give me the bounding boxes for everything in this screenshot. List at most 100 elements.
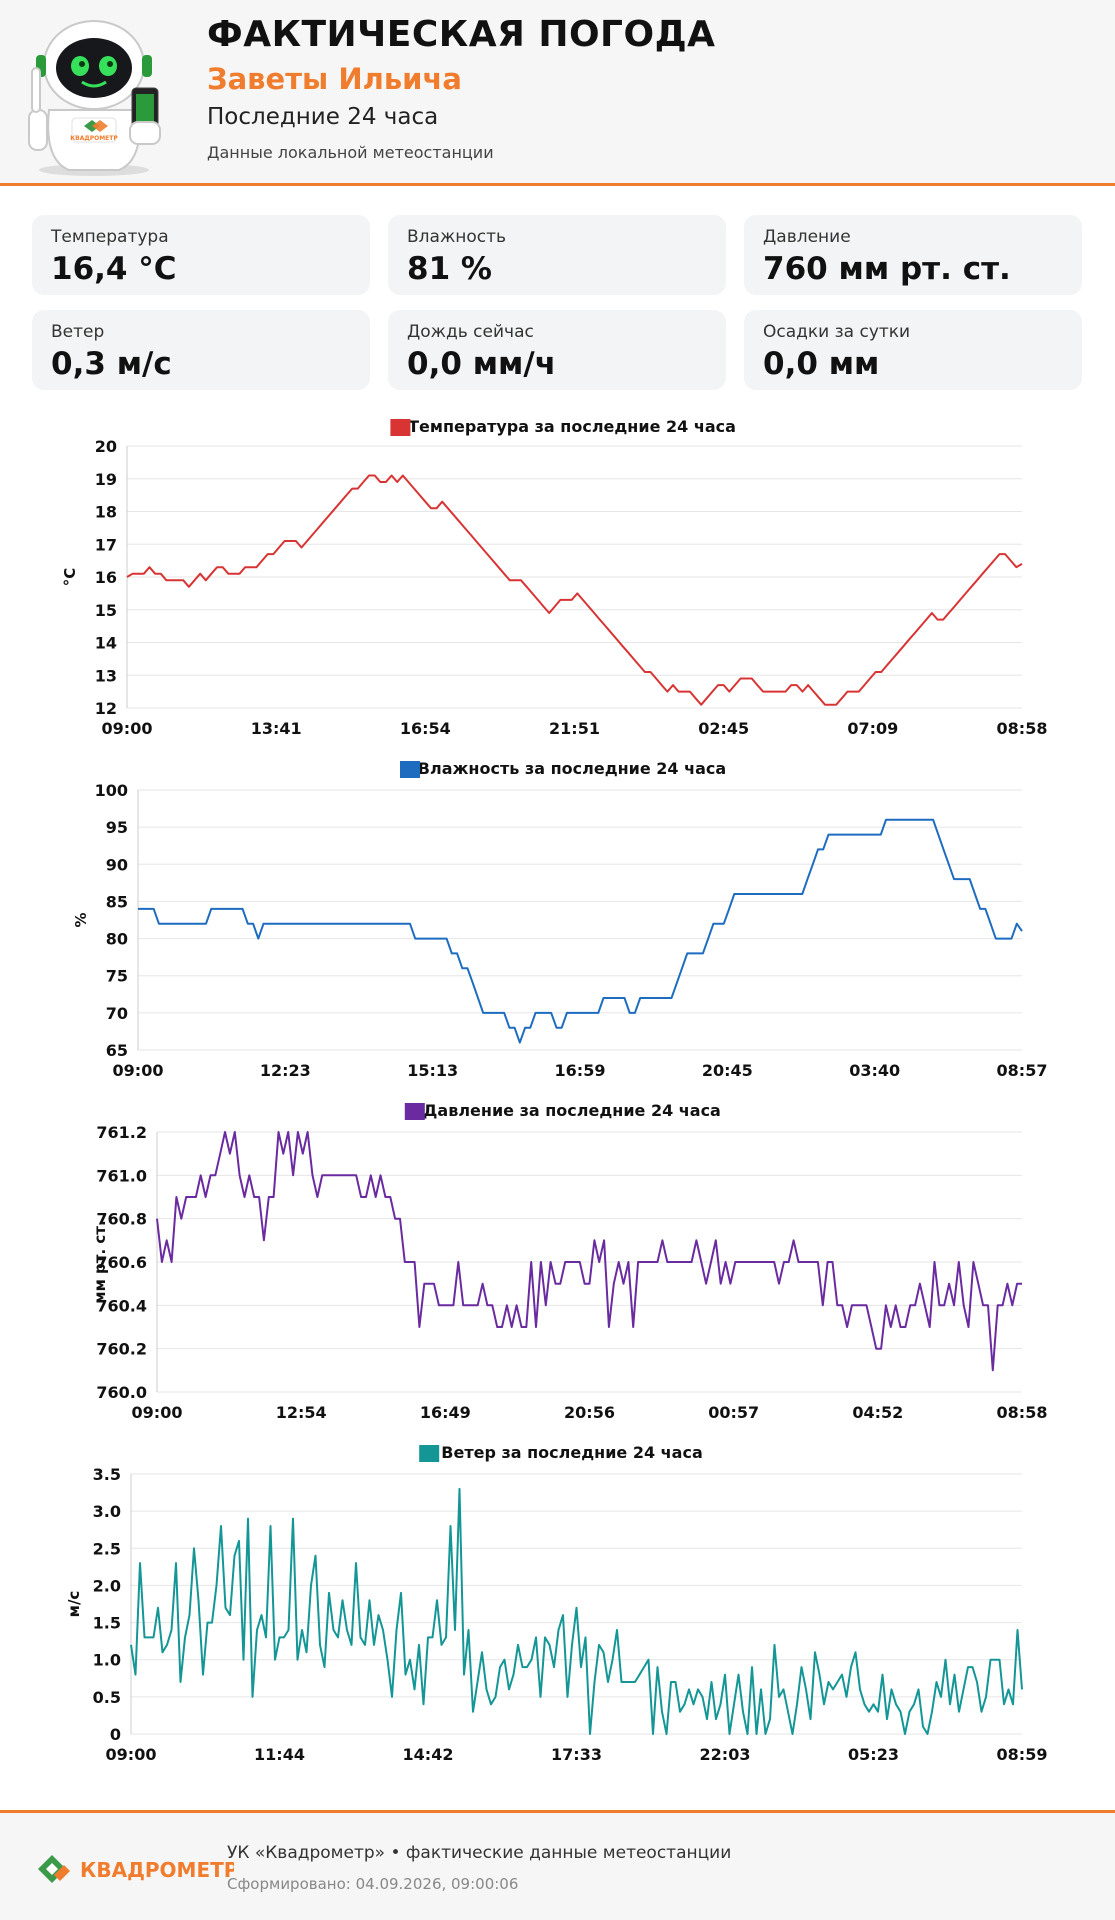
y-tick-label: 85 (106, 892, 128, 911)
card-label: Влажность (407, 227, 507, 247)
source-label: Данные локальной метеостанции (207, 143, 494, 162)
series-line (138, 818, 1023, 1044)
kvadrometr-logo-icon: КВАДРОМЕТР (38, 1855, 234, 1883)
x-tick-label: 09:00 (113, 1061, 164, 1080)
y-tick-label: 12 (95, 699, 117, 718)
y-tick-label: 1.5 (93, 1614, 121, 1633)
legend-swatch (404, 1103, 425, 1120)
y-tick-label: 95 (106, 818, 128, 837)
x-tick-label: 17:33 (551, 1745, 602, 1764)
y-tick-label: 760.8 (96, 1210, 147, 1229)
y-tick-label: 70 (106, 1004, 128, 1023)
robot-mascot-icon: КВАДРОМЕТР (28, 20, 161, 176)
card-humidity: Влажность 81 % (388, 215, 726, 295)
footer-generated: Сформировано: 04.09.2026, 09:00:06 (227, 1875, 519, 1893)
location-name: Заветы Ильича (207, 62, 462, 96)
footer: КВАДРОМЕТР УК «Квадрометр» • фактические… (0, 1810, 1115, 1920)
y-tick-label: 760.6 (96, 1253, 147, 1272)
y-tick-label: 0.5 (93, 1688, 121, 1707)
card-pressure: Давление 760 мм рт. ст. (744, 215, 1082, 295)
y-axis-label: м/с (65, 1591, 83, 1618)
card-label: Давление (763, 227, 851, 247)
y-tick-label: 761.0 (96, 1166, 147, 1185)
y-tick-label: 80 (106, 930, 128, 949)
temperature-chart-svg: Температура за последние 24 часа 20 19 18 17… (61, 417, 1048, 738)
header: КВАДРОМЕТР ФАКТИЧЕСКАЯ ПОГОДА Заветы Иль… (0, 0, 1115, 186)
card-value: 16,4 °C (51, 251, 177, 287)
y-tick-label: 2.0 (93, 1576, 121, 1595)
chart-legend: Давление за последние 24 часа (404, 1101, 721, 1120)
chart-title: Влажность за последние 24 часа (418, 759, 726, 778)
series-line (126, 474, 1023, 706)
legend-swatch (390, 419, 411, 436)
y-tick-label: 1.0 (93, 1651, 121, 1670)
y-tick-label: 100 (95, 781, 128, 800)
y-tick-label: 2.5 (93, 1539, 121, 1558)
humidity-chart: Влажность за последние 24 часа 100 95 90 85 8… (0, 752, 1115, 1092)
card-value: 0,0 мм (763, 346, 880, 382)
y-tick-label: 15 (95, 601, 117, 620)
card-rain-now: Дождь сейчас 0,0 мм/ч (388, 310, 726, 390)
svg-text:КВАДРОМЕТР: КВАДРОМЕТР (80, 1858, 234, 1882)
card-wind: Ветер 0,3 м/с (32, 310, 370, 390)
x-tick-label: 16:54 (400, 719, 451, 738)
humidity-chart-svg: Влажность за последние 24 часа 100 95 90 85 8… (72, 759, 1047, 1080)
card-label: Осадки за сутки (763, 322, 911, 342)
y-tick-label: 17 (95, 535, 117, 554)
y-tick-label: 20 (95, 437, 117, 456)
card-label: Ветер (51, 322, 105, 342)
y-tick-label: 90 (106, 855, 128, 874)
chart-legend: Температура за последние 24 часа (390, 417, 736, 436)
card-temperature: Температура 16,4 °C (32, 215, 370, 295)
x-tick-label: 21:51 (549, 719, 600, 738)
y-axis-label: % (72, 912, 90, 927)
card-label: Дождь сейчас (407, 322, 534, 342)
x-tick-label: 08:58 (997, 719, 1048, 738)
chart-title: Ветер за последние 24 часа (441, 1443, 702, 1462)
x-tick-label: 22:03 (700, 1745, 751, 1764)
card-value: 0,3 м/с (51, 346, 172, 382)
temperature-chart: Температура за последние 24 часа 20 19 18 17… (0, 410, 1115, 750)
card-label: Температура (51, 227, 169, 247)
series-line (130, 1487, 1023, 1735)
chart-title: Температура за последние 24 часа (408, 417, 736, 436)
pressure-chart: Давление за последние 24 часа 761.2 761.0 7… (0, 1094, 1115, 1434)
footer-company: УК «Квадрометр» • фактические данные мет… (227, 1843, 732, 1863)
y-tick-label: 760.2 (96, 1340, 147, 1359)
x-tick-label: 14:42 (403, 1745, 454, 1764)
card-value: 81 % (407, 251, 492, 287)
y-tick-label: 760.0 (96, 1383, 147, 1402)
x-tick-label: 15:13 (407, 1061, 458, 1080)
x-tick-label: 02:45 (698, 719, 749, 738)
y-tick-label: 18 (95, 503, 117, 522)
x-tick-label: 16:59 (555, 1061, 606, 1080)
card-precip-day: Осадки за сутки 0,0 мм (744, 310, 1082, 390)
y-axis-label: °C (61, 568, 79, 587)
wind-chart: Ветер за последние 24 часа 3.5 3.0 2.5 2.0 1.… (0, 1436, 1115, 1776)
y-tick-label: 0 (110, 1725, 121, 1744)
x-tick-label: 12:54 (276, 1403, 327, 1422)
x-tick-label: 09:00 (132, 1403, 183, 1422)
series-line (156, 1131, 1022, 1372)
y-tick-label: 3.5 (93, 1465, 121, 1484)
x-tick-label: 16:49 (420, 1403, 471, 1422)
chart-legend: Влажность за последние 24 часа (400, 759, 726, 778)
x-tick-label: 00:57 (708, 1403, 759, 1422)
x-tick-label: 09:00 (106, 1745, 157, 1764)
x-tick-label: 13:41 (251, 719, 302, 738)
legend-swatch (400, 761, 420, 778)
x-tick-label: 11:44 (254, 1745, 305, 1764)
y-tick-label: 3.0 (93, 1502, 121, 1521)
page-title: ФАКТИЧЕСКАЯ ПОГОДА (207, 14, 716, 55)
x-tick-label: 09:00 (102, 719, 153, 738)
y-tick-label: 16 (95, 568, 117, 587)
y-tick-label: 75 (106, 967, 128, 986)
y-tick-label: 19 (95, 470, 117, 489)
x-tick-label: 20:56 (564, 1403, 615, 1422)
x-tick-label: 12:23 (260, 1061, 311, 1080)
x-tick-label: 08:59 (997, 1745, 1048, 1764)
y-tick-label: 14 (95, 634, 117, 653)
x-tick-label: 04:52 (852, 1403, 903, 1422)
card-value: 0,0 мм/ч (407, 346, 556, 382)
period-label: Последние 24 часа (207, 104, 439, 130)
